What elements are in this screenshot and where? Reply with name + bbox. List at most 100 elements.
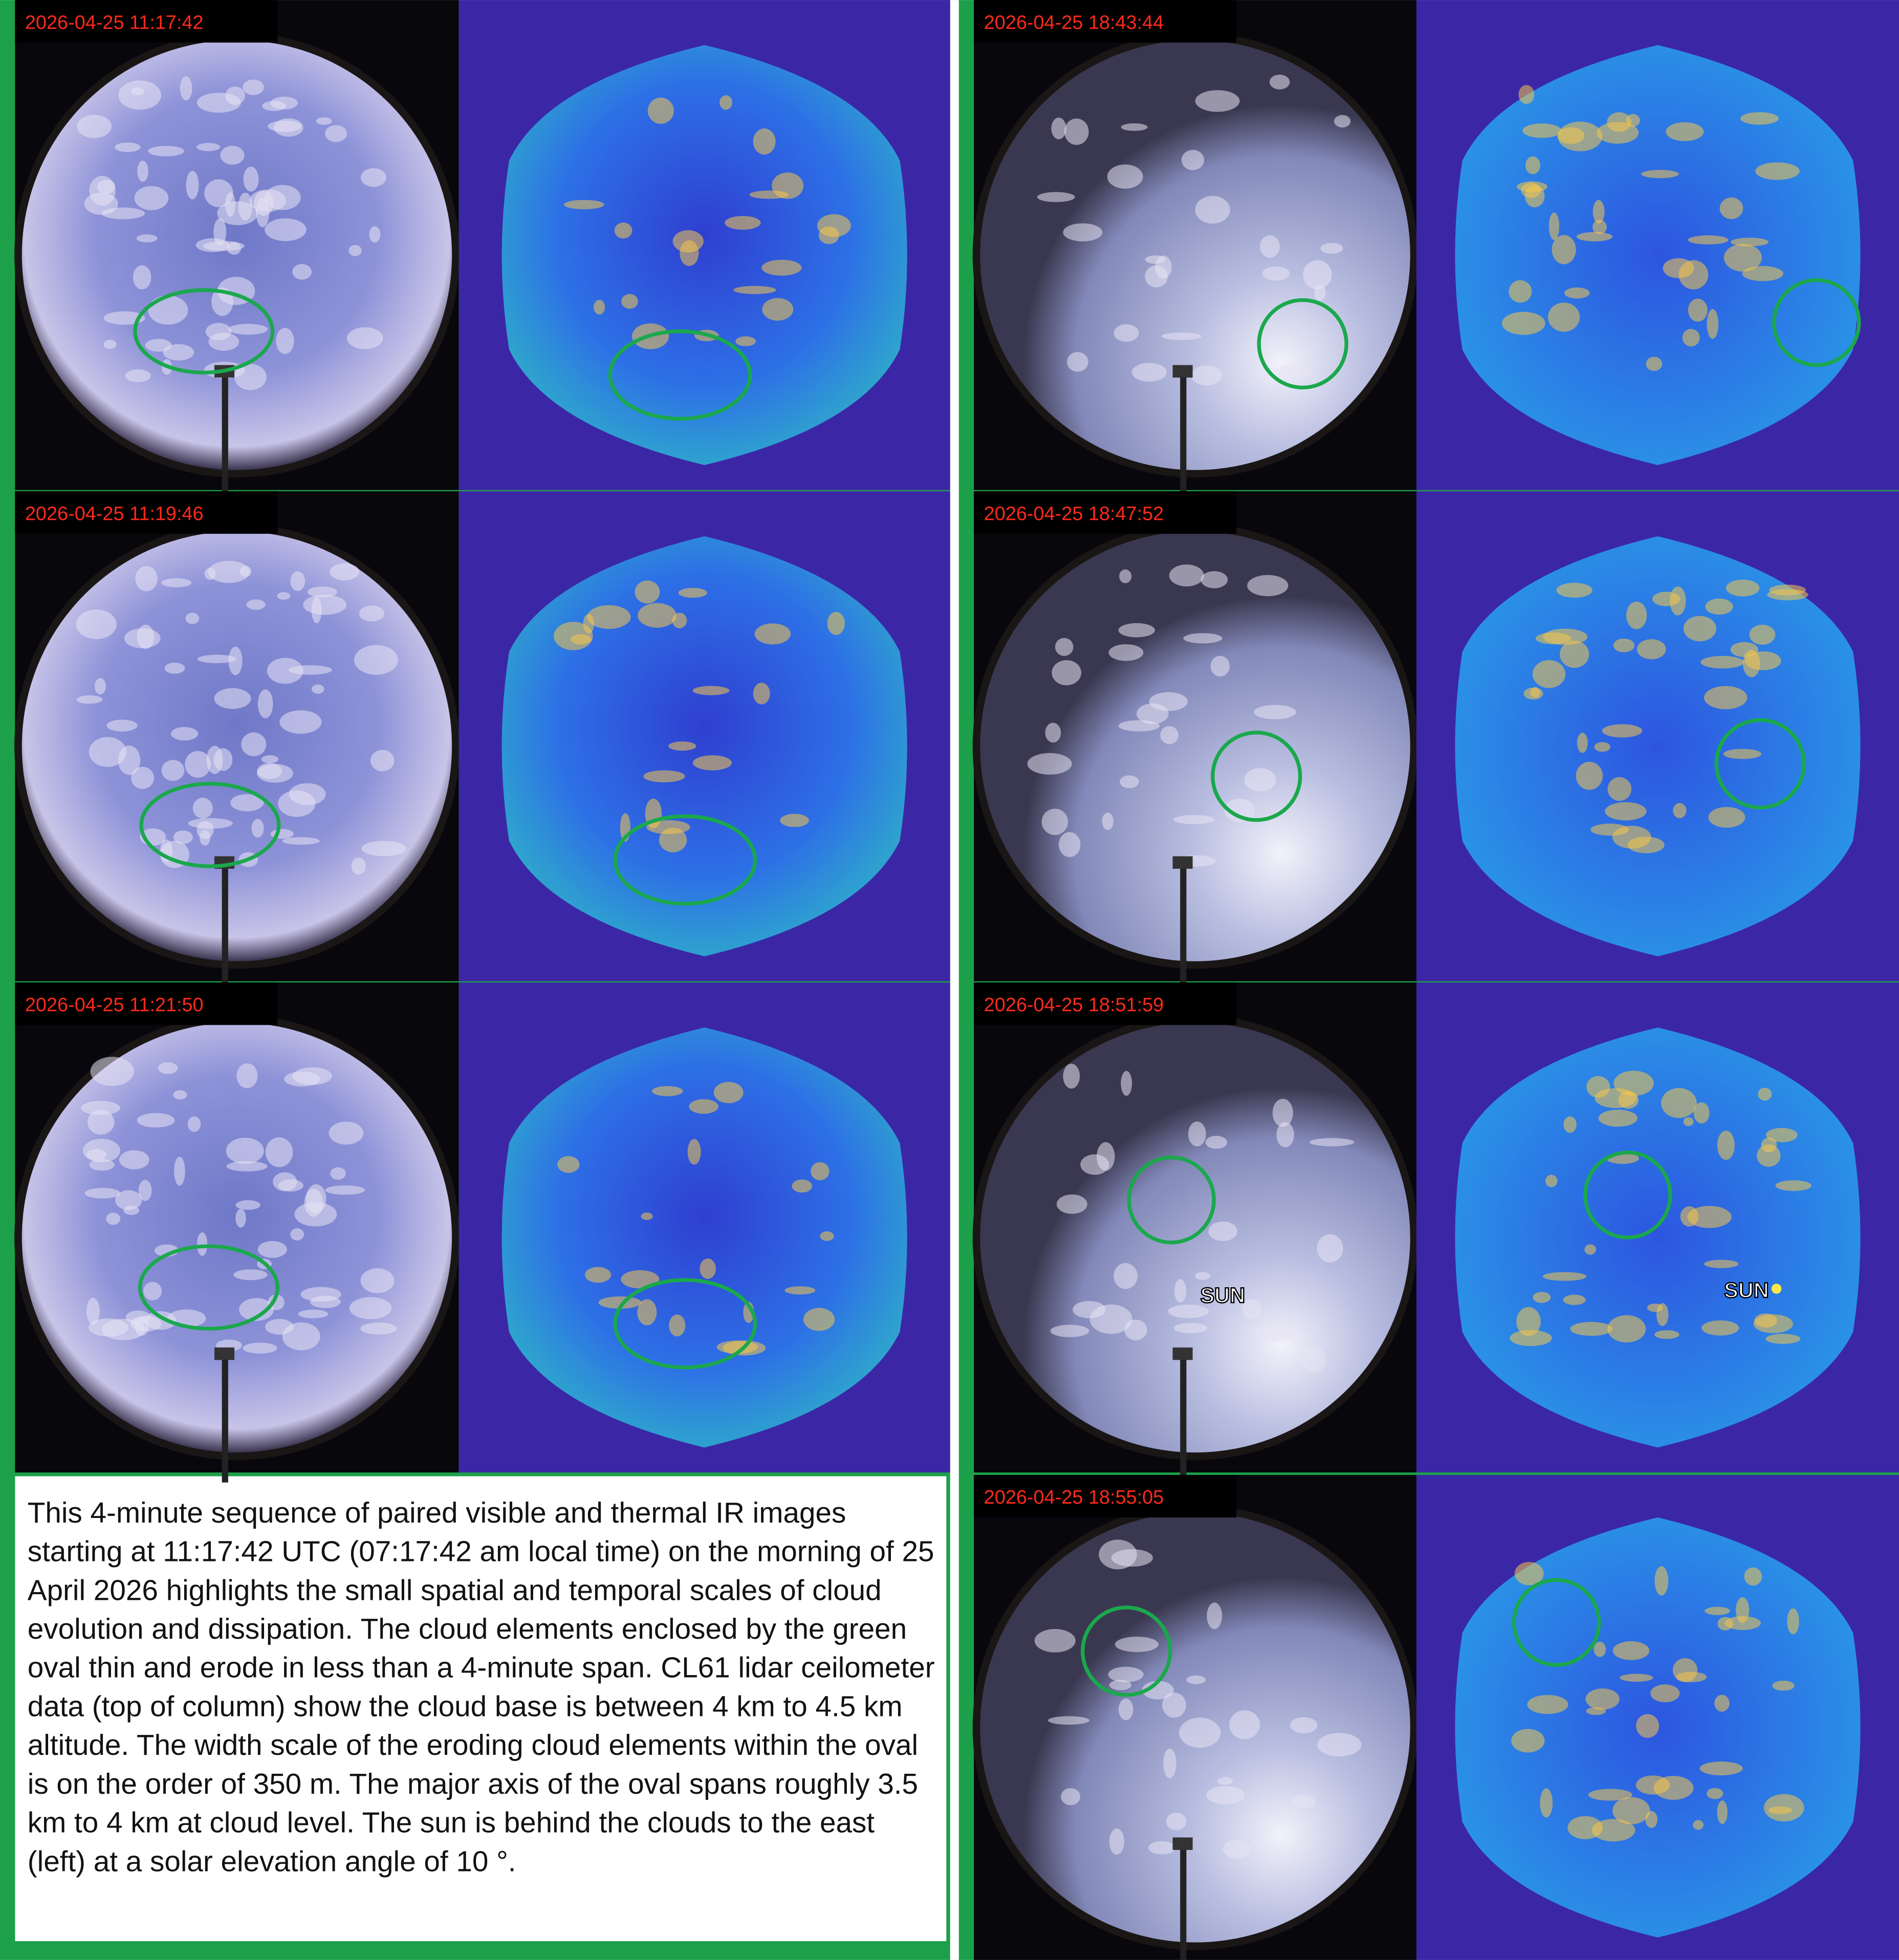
- cloud: [1646, 357, 1663, 371]
- cloud: [1586, 1707, 1606, 1715]
- cloud: [1749, 624, 1776, 645]
- cloud: [1707, 309, 1719, 339]
- cloud: [1708, 807, 1745, 828]
- cloud: [1210, 655, 1230, 677]
- cloud: [148, 146, 184, 157]
- cloud: [1208, 1221, 1237, 1241]
- cloud: [1693, 1102, 1710, 1124]
- cloud: [1109, 1680, 1131, 1690]
- cloud: [235, 1208, 246, 1228]
- cloud: [1516, 1307, 1541, 1336]
- cloud: [1552, 235, 1576, 265]
- cloud: [1683, 615, 1716, 642]
- cloud: [1195, 195, 1230, 224]
- cloud: [564, 200, 604, 210]
- cloud: [86, 1297, 100, 1325]
- cloud: [351, 857, 366, 875]
- cloud: [811, 1162, 830, 1180]
- cloud: [361, 841, 406, 856]
- cloud: [621, 1270, 660, 1289]
- cloud: [277, 592, 291, 600]
- cloud: [719, 95, 732, 110]
- cloud: [94, 678, 106, 695]
- ir-sky: [501, 1027, 907, 1448]
- cloud: [1707, 1788, 1723, 1799]
- cloud: [1543, 628, 1588, 645]
- cloud: [370, 750, 395, 772]
- cloud: [1769, 584, 1806, 596]
- cloud: [197, 654, 236, 664]
- cloud: [659, 827, 687, 852]
- cloud: [803, 1308, 835, 1331]
- cloud: [641, 1212, 653, 1220]
- cloud: [1191, 365, 1223, 386]
- cloud: [1613, 638, 1635, 652]
- cloud: [1242, 1299, 1261, 1319]
- cloud: [1041, 808, 1068, 835]
- cloud: [90, 1056, 134, 1086]
- green-oval: [613, 814, 757, 906]
- cloud: [265, 1137, 293, 1168]
- timestamp-box: [974, 982, 1237, 1025]
- cloud: [180, 76, 192, 101]
- cloud: [1654, 1566, 1669, 1596]
- cloud: [1097, 1142, 1115, 1171]
- cloud: [1276, 1122, 1294, 1148]
- cloud: [1607, 777, 1632, 801]
- pole-head: [214, 1347, 235, 1360]
- cloud: [1320, 243, 1343, 254]
- cloud: [1118, 720, 1160, 732]
- cloud: [1763, 1794, 1804, 1822]
- cloud: [115, 142, 141, 152]
- cloud: [1259, 235, 1280, 258]
- cloud: [1701, 1320, 1739, 1336]
- sky-visible: [980, 531, 1410, 961]
- cloud: [598, 1296, 642, 1309]
- timestamp: 2026-04-25 18:47:52: [984, 503, 1164, 524]
- cloud: [131, 87, 144, 96]
- cloud: [1056, 1194, 1087, 1214]
- cloud: [135, 566, 158, 591]
- cloud: [348, 245, 362, 256]
- cloud: [214, 688, 251, 709]
- cloud: [614, 222, 632, 239]
- cloud: [1051, 117, 1066, 140]
- sun-label: SUN: [1724, 1278, 1769, 1302]
- cloud: [1693, 1820, 1704, 1830]
- cloud: [197, 143, 221, 151]
- cloud: [243, 79, 264, 95]
- cloud: [118, 745, 141, 775]
- cloud: [762, 298, 794, 321]
- cloud: [164, 663, 185, 674]
- cloud: [1594, 1641, 1606, 1657]
- cloud: [208, 561, 250, 583]
- cloud: [1605, 802, 1647, 821]
- cloud: [725, 216, 761, 230]
- cloud: [226, 1137, 264, 1164]
- cloud: [76, 695, 103, 704]
- cloud: [361, 168, 386, 187]
- cloud: [103, 311, 145, 325]
- cloud: [1666, 122, 1704, 141]
- cloud: [360, 1322, 397, 1335]
- cloud: [1612, 1641, 1650, 1660]
- cloud: [1502, 312, 1545, 335]
- cloud: [1205, 1135, 1228, 1149]
- cloud: [1148, 1841, 1175, 1855]
- cloud: [749, 190, 789, 199]
- cloud: [158, 1062, 178, 1074]
- cloud: [1704, 1260, 1739, 1268]
- cloud: [163, 344, 194, 361]
- pole: [222, 1356, 228, 1483]
- green-oval: [138, 1244, 280, 1331]
- cloud: [173, 1090, 187, 1100]
- cloud: [1061, 1788, 1080, 1805]
- cloud: [1223, 1839, 1251, 1859]
- cloud: [217, 201, 258, 226]
- cloud: [1699, 1761, 1743, 1776]
- cloud: [1114, 1263, 1138, 1289]
- cloud: [369, 226, 381, 243]
- cloud: [1641, 170, 1679, 179]
- cloud: [303, 594, 347, 615]
- cloud: [1744, 1567, 1762, 1586]
